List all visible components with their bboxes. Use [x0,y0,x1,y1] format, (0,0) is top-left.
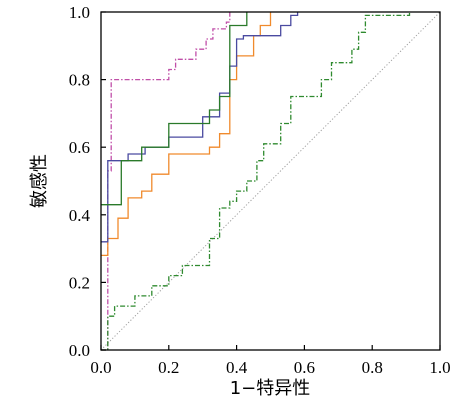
x-tick-label: 0.0 [90,358,111,377]
roc-curve-2 [101,12,231,351]
y-tick-label: 0.4 [69,206,91,225]
x-tick-label: 0.2 [158,358,179,377]
y-axis-label: 敏感性 [29,154,50,208]
x-tick-label: 1.0 [429,358,450,377]
y-tick-label: 0.2 [69,273,90,292]
plot-frame [100,11,441,351]
roc-curve-5 [101,12,248,206]
roc-curve-4 [101,12,299,243]
x-axis-label: 1−特异性 [230,378,311,399]
y-tick-label: 1.0 [69,3,90,22]
x-tick-label: 0.6 [294,358,315,377]
y-tick-label: 0.6 [69,138,90,157]
roc-curve-3 [101,12,272,257]
series-layer [100,11,441,351]
y-tick-label: 0.0 [69,341,90,360]
roc-curve-6 [101,12,411,351]
tick-layer: 0.0 0.2 0.4 0.6 0.8 1.0 0.0 0.2 0.4 0.6 0.8 1.0 [69,3,451,377]
x-tick-label: 0.8 [362,358,383,377]
y-tick-label: 0.8 [69,71,90,90]
x-tick-label: 0.4 [226,358,248,377]
